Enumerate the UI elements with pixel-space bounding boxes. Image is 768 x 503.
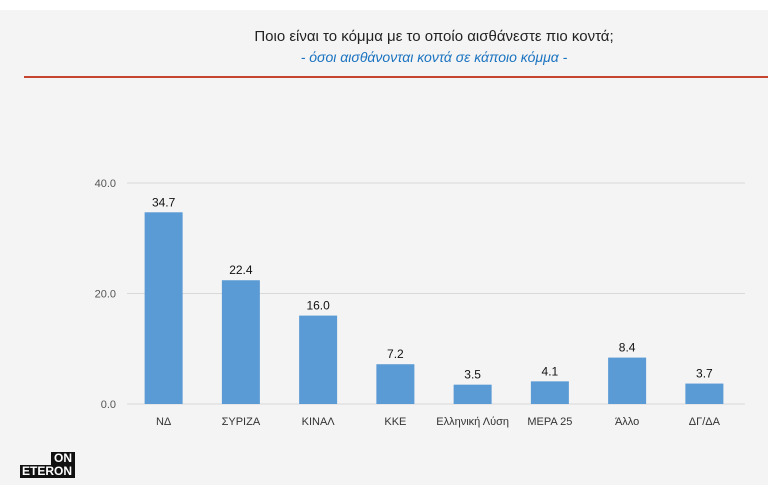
- bar-3: [376, 364, 415, 404]
- eteron-logo: ON ETERON: [20, 452, 75, 478]
- chart-title: Ποιο είναι το κόμμα με το οποίο αισθάνεσ…: [254, 28, 614, 45]
- bar-4: [453, 384, 492, 404]
- data-label: 16.0: [306, 299, 330, 313]
- x-tick-label: ΜΕΡΑ 25: [527, 416, 572, 428]
- chart-background: [0, 10, 768, 485]
- logo-on: ON: [51, 452, 75, 465]
- chart-subtitle: - όσοι αισθάνονται κοντά σε κάποιο κόμμα…: [300, 49, 568, 65]
- bar-1: [221, 280, 260, 404]
- y-tick-label: 20.0: [95, 289, 116, 301]
- bar-2: [299, 315, 338, 404]
- x-tick-label: ΚΙΝΑΛ: [302, 416, 336, 428]
- bar-6: [608, 357, 647, 404]
- divider-line: [24, 76, 768, 78]
- x-tick-label: ΔΓ/ΔΑ: [689, 416, 721, 428]
- bar-5: [530, 381, 569, 404]
- x-tick-label: ΚΚΕ: [384, 416, 406, 428]
- y-tick-label: 40.0: [95, 178, 116, 190]
- bar-7: [685, 383, 724, 404]
- data-label: 34.7: [152, 195, 176, 209]
- data-label: 4.1: [542, 364, 559, 378]
- bar-0: [144, 212, 183, 404]
- x-tick-label: Άλλο: [615, 416, 639, 428]
- data-label: 22.4: [229, 263, 253, 277]
- y-tick-label: 0.0: [101, 399, 116, 411]
- x-tick-label: ΣΥΡΙΖΑ: [222, 416, 261, 428]
- data-label: 8.4: [619, 341, 636, 355]
- x-tick-label: ΝΔ: [156, 416, 172, 428]
- data-label: 3.5: [464, 368, 481, 382]
- data-label: 3.7: [696, 367, 713, 381]
- x-tick-label: Ελληνική Λύση: [436, 416, 509, 428]
- data-label: 7.2: [387, 347, 404, 361]
- logo-eteron: ETERON: [20, 465, 75, 478]
